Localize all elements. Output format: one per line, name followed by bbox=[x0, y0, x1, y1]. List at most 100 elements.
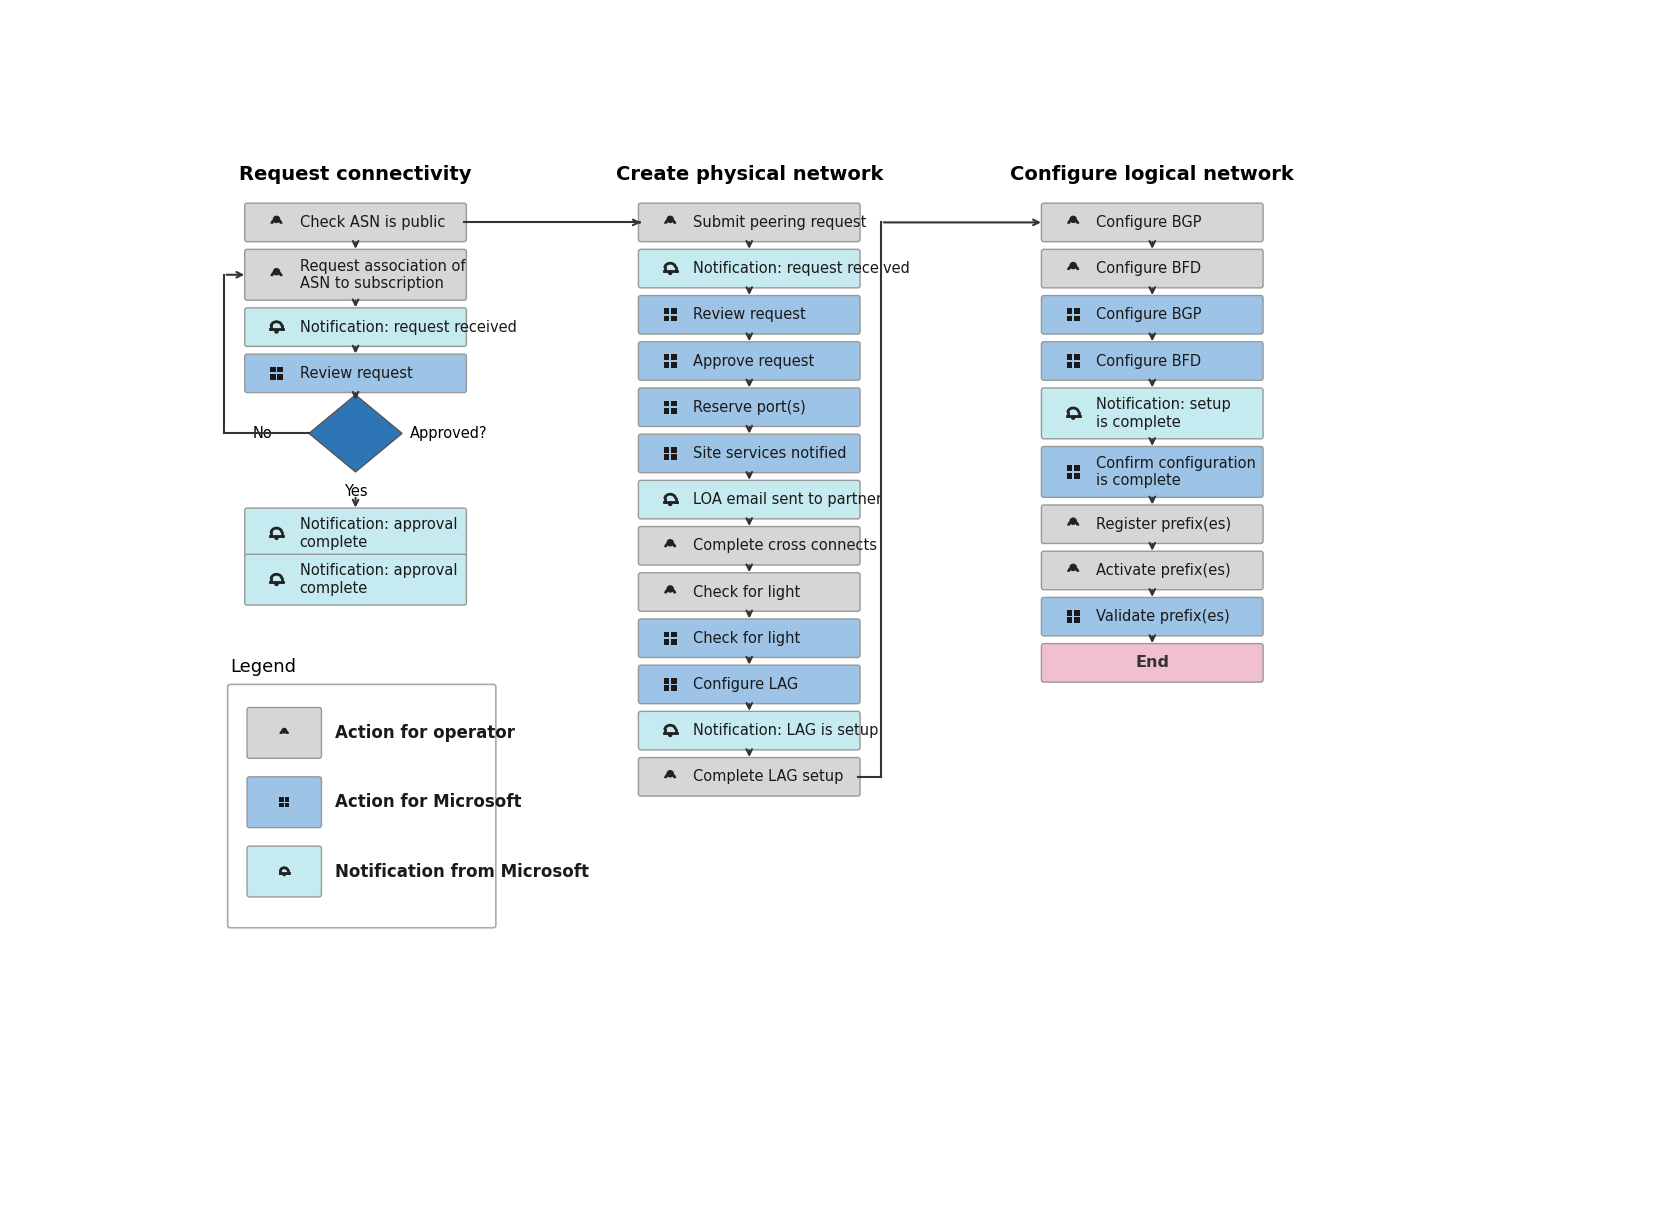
Text: Approved?: Approved? bbox=[410, 426, 488, 441]
FancyBboxPatch shape bbox=[638, 480, 860, 518]
FancyBboxPatch shape bbox=[1067, 362, 1072, 368]
FancyBboxPatch shape bbox=[245, 250, 466, 300]
FancyBboxPatch shape bbox=[1073, 308, 1080, 314]
Circle shape bbox=[1070, 262, 1077, 268]
Text: Configure BFD: Configure BFD bbox=[1097, 353, 1201, 368]
Text: Legend: Legend bbox=[230, 659, 296, 677]
Circle shape bbox=[283, 874, 286, 875]
FancyBboxPatch shape bbox=[246, 846, 321, 897]
Circle shape bbox=[275, 582, 278, 586]
Text: Validate prefix(es): Validate prefix(es) bbox=[1097, 609, 1231, 624]
Circle shape bbox=[273, 268, 280, 275]
FancyBboxPatch shape bbox=[663, 407, 670, 414]
Polygon shape bbox=[309, 395, 402, 471]
FancyBboxPatch shape bbox=[638, 203, 860, 241]
Text: Notification: request received: Notification: request received bbox=[693, 261, 910, 276]
FancyBboxPatch shape bbox=[228, 684, 496, 928]
FancyBboxPatch shape bbox=[638, 295, 860, 334]
Text: Request connectivity: Request connectivity bbox=[240, 165, 471, 185]
FancyBboxPatch shape bbox=[280, 803, 283, 808]
Circle shape bbox=[1070, 217, 1077, 223]
FancyBboxPatch shape bbox=[278, 367, 283, 373]
FancyBboxPatch shape bbox=[246, 708, 321, 758]
Text: Configure LAG: Configure LAG bbox=[693, 677, 799, 692]
Text: Approve request: Approve request bbox=[693, 353, 815, 368]
FancyBboxPatch shape bbox=[663, 315, 670, 321]
Text: Configure BGP: Configure BGP bbox=[1097, 308, 1202, 323]
FancyBboxPatch shape bbox=[245, 508, 466, 559]
Circle shape bbox=[275, 537, 278, 539]
FancyBboxPatch shape bbox=[1067, 308, 1072, 314]
FancyBboxPatch shape bbox=[638, 712, 860, 750]
FancyBboxPatch shape bbox=[280, 796, 283, 801]
Text: Complete cross connects: Complete cross connects bbox=[693, 538, 878, 553]
Circle shape bbox=[273, 217, 280, 223]
FancyBboxPatch shape bbox=[638, 342, 860, 380]
FancyBboxPatch shape bbox=[1042, 388, 1264, 438]
FancyBboxPatch shape bbox=[663, 355, 670, 361]
FancyBboxPatch shape bbox=[1073, 473, 1080, 479]
Text: Notification: request received: Notification: request received bbox=[299, 320, 516, 335]
FancyBboxPatch shape bbox=[1042, 295, 1264, 334]
FancyBboxPatch shape bbox=[284, 796, 289, 801]
Circle shape bbox=[667, 539, 673, 545]
FancyBboxPatch shape bbox=[663, 639, 670, 645]
FancyBboxPatch shape bbox=[672, 355, 676, 361]
Text: Check for light: Check for light bbox=[693, 630, 801, 646]
FancyBboxPatch shape bbox=[638, 527, 860, 565]
Text: End: End bbox=[1135, 655, 1169, 671]
Text: Complete LAG setup: Complete LAG setup bbox=[693, 769, 844, 784]
FancyBboxPatch shape bbox=[638, 572, 860, 612]
FancyBboxPatch shape bbox=[1042, 250, 1264, 288]
FancyBboxPatch shape bbox=[245, 203, 466, 241]
Text: Notification: approval
complete: Notification: approval complete bbox=[299, 517, 457, 550]
Text: Yes: Yes bbox=[344, 484, 367, 500]
FancyBboxPatch shape bbox=[245, 308, 466, 346]
Text: Create physical network: Create physical network bbox=[615, 165, 883, 185]
FancyBboxPatch shape bbox=[672, 686, 676, 691]
Text: Notification: setup
is complete: Notification: setup is complete bbox=[1097, 398, 1231, 430]
FancyBboxPatch shape bbox=[663, 308, 670, 314]
FancyBboxPatch shape bbox=[638, 619, 860, 657]
Text: Request association of
ASN to subscription: Request association of ASN to subscripti… bbox=[299, 259, 465, 291]
FancyBboxPatch shape bbox=[1073, 618, 1080, 623]
Circle shape bbox=[1070, 518, 1077, 524]
FancyBboxPatch shape bbox=[638, 250, 860, 288]
FancyBboxPatch shape bbox=[672, 308, 676, 314]
FancyBboxPatch shape bbox=[245, 355, 466, 393]
Text: LOA email sent to partner: LOA email sent to partner bbox=[693, 492, 883, 507]
Text: Action for Microsoft: Action for Microsoft bbox=[334, 793, 521, 811]
FancyBboxPatch shape bbox=[1067, 473, 1072, 479]
FancyBboxPatch shape bbox=[672, 632, 676, 638]
FancyBboxPatch shape bbox=[270, 367, 276, 373]
FancyBboxPatch shape bbox=[672, 400, 676, 406]
FancyBboxPatch shape bbox=[1067, 355, 1072, 361]
FancyBboxPatch shape bbox=[1042, 505, 1264, 544]
FancyBboxPatch shape bbox=[663, 454, 670, 460]
FancyBboxPatch shape bbox=[1042, 597, 1264, 636]
FancyBboxPatch shape bbox=[663, 632, 670, 638]
FancyBboxPatch shape bbox=[1073, 362, 1080, 368]
FancyBboxPatch shape bbox=[638, 665, 860, 704]
Text: No: No bbox=[253, 426, 273, 441]
Text: Activate prefix(es): Activate prefix(es) bbox=[1097, 563, 1231, 577]
FancyBboxPatch shape bbox=[1042, 342, 1264, 380]
FancyBboxPatch shape bbox=[663, 400, 670, 406]
Text: Site services notified: Site services notified bbox=[693, 446, 847, 460]
Circle shape bbox=[283, 729, 286, 732]
FancyBboxPatch shape bbox=[1067, 315, 1072, 321]
FancyBboxPatch shape bbox=[672, 454, 676, 460]
FancyBboxPatch shape bbox=[270, 374, 276, 380]
Text: Register prefix(es): Register prefix(es) bbox=[1097, 517, 1232, 532]
FancyBboxPatch shape bbox=[1067, 465, 1072, 471]
FancyBboxPatch shape bbox=[246, 777, 321, 827]
Circle shape bbox=[1070, 564, 1077, 570]
Circle shape bbox=[667, 217, 673, 223]
FancyBboxPatch shape bbox=[672, 407, 676, 414]
Circle shape bbox=[668, 271, 672, 275]
Text: Notification: approval
complete: Notification: approval complete bbox=[299, 564, 457, 596]
Circle shape bbox=[1072, 416, 1075, 420]
Text: Configure logical network: Configure logical network bbox=[1011, 165, 1293, 185]
FancyBboxPatch shape bbox=[638, 435, 860, 473]
FancyBboxPatch shape bbox=[245, 554, 466, 606]
